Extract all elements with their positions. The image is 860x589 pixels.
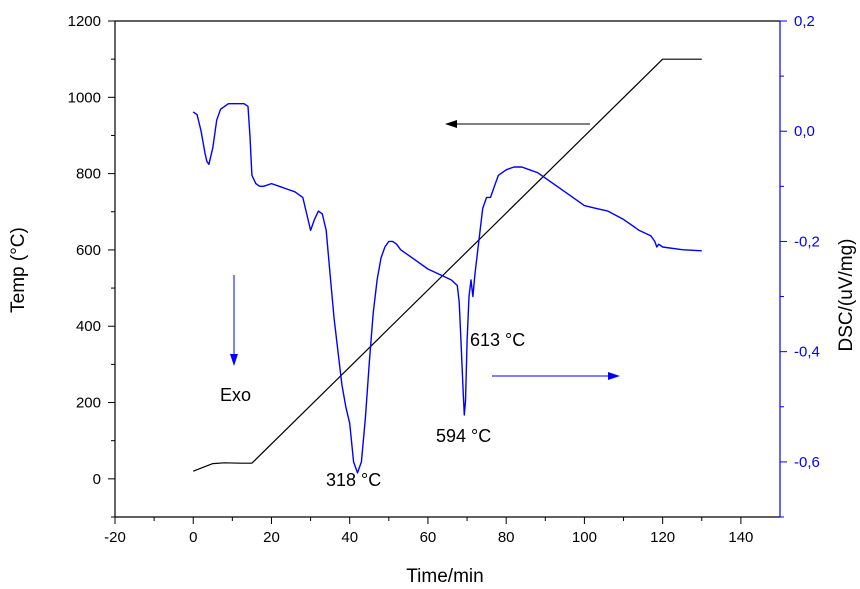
x-tick-label: 60 — [420, 529, 437, 546]
right-y-tick-label: -0,2 — [794, 233, 820, 250]
x-axis: -20 0 20 40 60 80 100 120 140 — [104, 517, 753, 546]
left-y-axis-title: Temp (°C) — [8, 227, 29, 313]
left-y-tick-label: 600 — [76, 242, 101, 259]
x-tick-label: 140 — [728, 529, 753, 546]
temp-axis-arrowhead — [445, 120, 457, 128]
left-y-tick-label: 1200 — [68, 13, 101, 30]
left-y-tick-label: 1000 — [68, 89, 101, 106]
x-tick-label: 120 — [650, 529, 675, 546]
temperature-line — [192, 58, 702, 472]
right-y-tick-label: 0,0 — [794, 123, 815, 140]
annotation-arrows — [230, 120, 620, 380]
exo-arrowhead — [230, 354, 238, 366]
left-y-tick-label: 0 — [93, 471, 101, 488]
left-y-axis: 0 200 400 600 800 1000 1200 — [68, 13, 115, 518]
peak-318-label: 318 °C — [326, 470, 381, 490]
exo-label: Exo — [220, 385, 251, 405]
plot-frame — [114, 20, 781, 518]
peak-594-label: 594 °C — [436, 426, 491, 446]
left-y-tick-label: 400 — [76, 318, 101, 335]
right-y-tick-label: -0,6 — [794, 454, 820, 471]
x-tick-label: 100 — [572, 529, 597, 546]
x-tick-label: -20 — [104, 529, 126, 546]
dsc-axis-arrowhead — [608, 372, 620, 380]
right-y-axis-title: DSC/(uV/mg) — [836, 239, 857, 352]
left-y-tick-label: 800 — [76, 166, 101, 183]
x-tick-label: 40 — [341, 529, 358, 546]
x-tick-label: 20 — [263, 529, 280, 546]
x-tick-label: 80 — [498, 529, 515, 546]
left-y-tick-label: 200 — [76, 395, 101, 412]
series-group — [192, 58, 702, 474]
right-y-tick-label: 0,2 — [794, 13, 815, 30]
x-axis-title: Time/min — [406, 566, 483, 587]
x-tick-label: 0 — [189, 529, 197, 546]
peak-613-label: 613 °C — [470, 330, 525, 350]
right-y-tick-label: -0,4 — [794, 344, 820, 361]
right-y-axis: -0,6 -0,4 -0,2 0,0 0,2 — [780, 13, 820, 518]
dsc-line — [192, 102, 702, 474]
